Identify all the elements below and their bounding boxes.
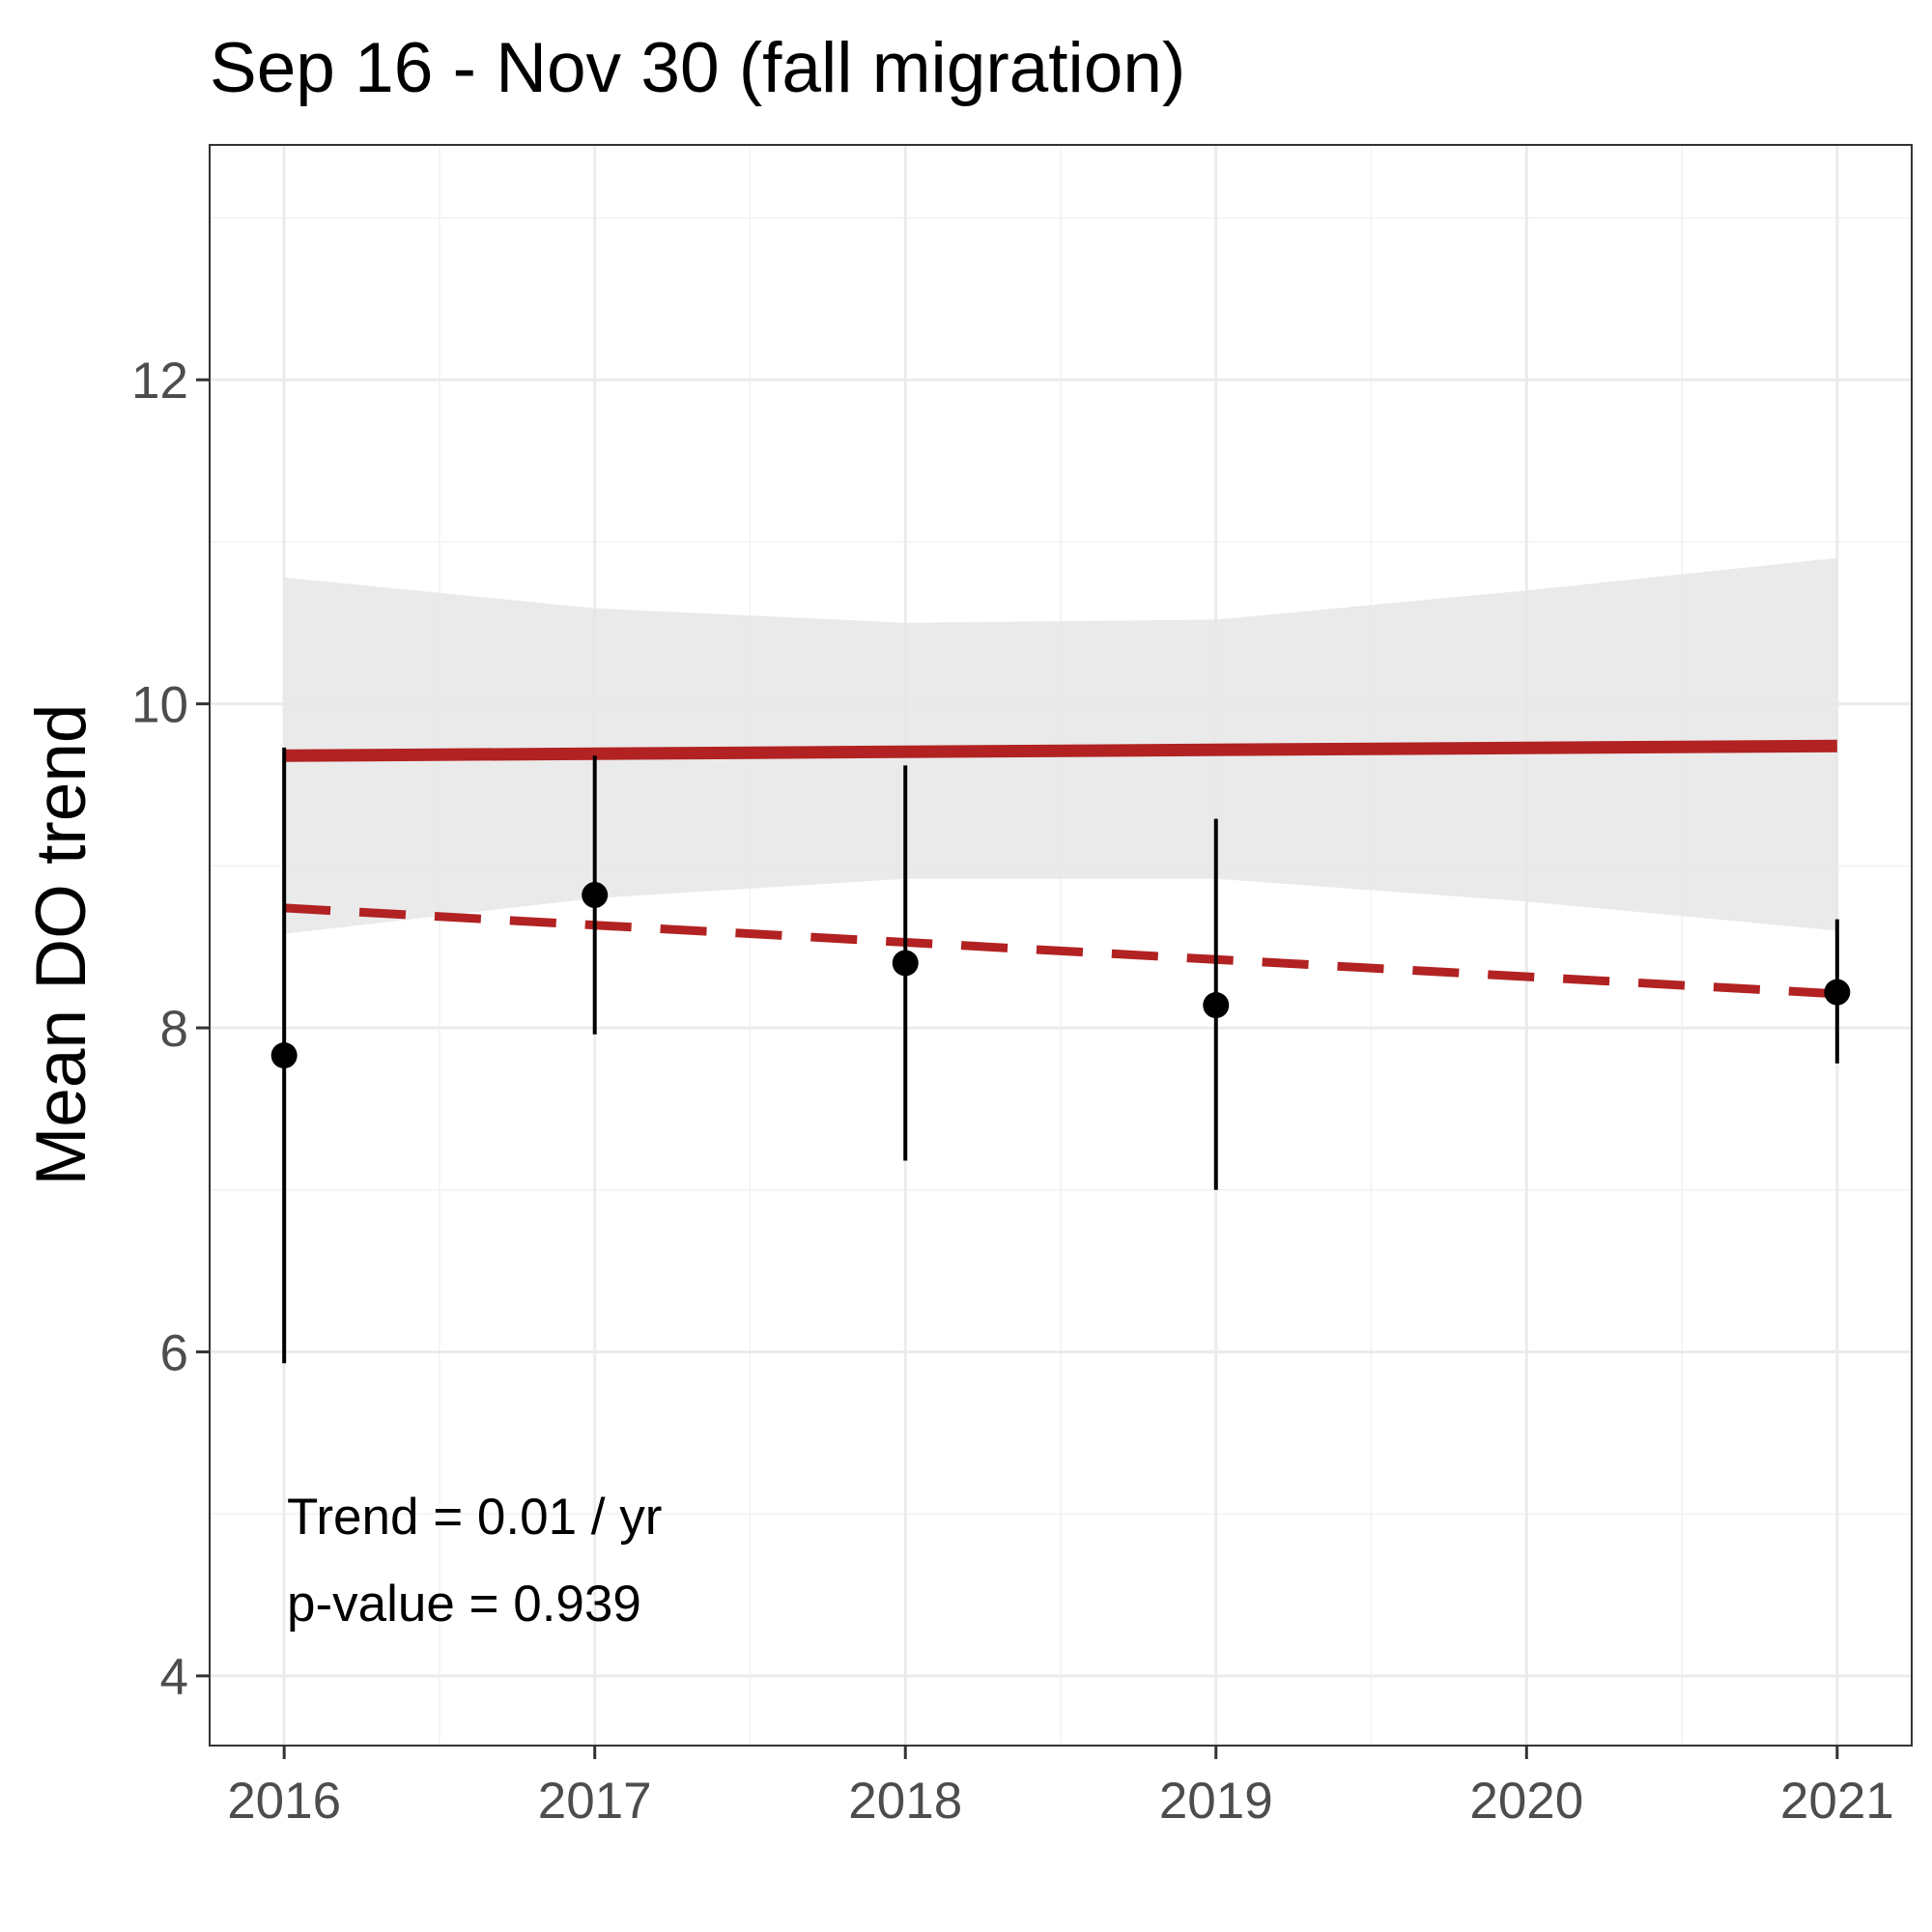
data-point [892,950,919,977]
axis-layer: 2016 2017 2018 2019 2020 2021 4 6 8 10 12 [131,353,1894,1830]
data-point [582,882,609,909]
x-tick-label: 2020 [1469,1773,1583,1830]
y-tick-label: 4 [160,1649,188,1706]
trend-line [284,739,1837,762]
dashed-trend-line [283,903,1838,999]
x-tick-label: 2021 [1780,1773,1894,1830]
data-point [270,1042,298,1069]
chart-title: Sep 16 - Nov 30 (fall migration) [210,29,1185,107]
data-point [1824,979,1851,1006]
x-tick-label: 2018 [848,1773,962,1830]
annotation-trend: Trend = 0.01 / yr [287,1489,662,1546]
y-tick-label: 10 [131,677,188,734]
y-axis-label: Mean DO trend [22,703,100,1185]
annotation-p-value: p-value = 0.939 [287,1576,641,1633]
data-point [1203,992,1230,1019]
plot-border [209,144,1913,1747]
x-tick-label: 2019 [1159,1773,1273,1830]
y-tick-label: 6 [160,1324,188,1381]
y-tick-label: 8 [160,1001,188,1058]
trend-lines-layer [283,739,1838,999]
y-tick-label: 12 [131,353,188,410]
x-tick-label: 2016 [227,1773,341,1830]
points-layer [270,747,1851,1364]
x-tick-label: 2017 [538,1773,652,1830]
